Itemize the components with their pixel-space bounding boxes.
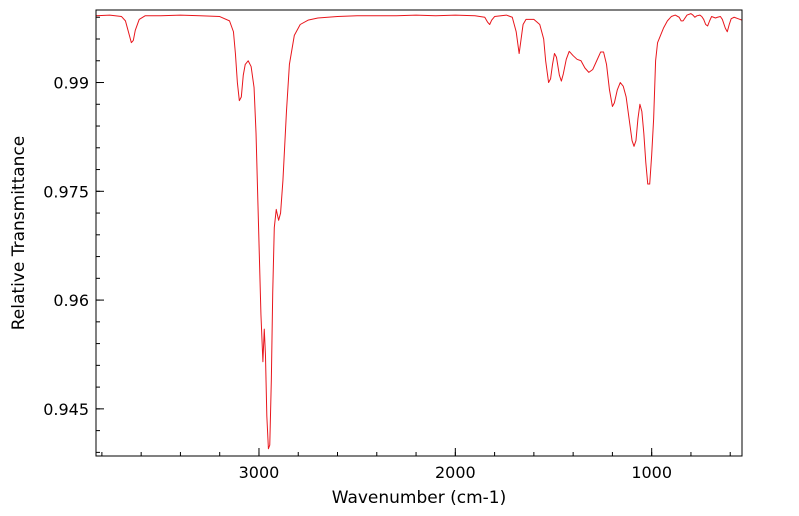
tick-labels: 3000 2000 1000 0.99 0.975 0.96 0.945 [43, 74, 672, 482]
y-tick-label: 0.975 [43, 182, 89, 201]
plot-frame [95, 9, 743, 457]
plot-area [96, 10, 742, 456]
y-tick-label: 0.96 [53, 291, 89, 310]
y-tick-label: 0.945 [43, 400, 89, 419]
axis-ticks [96, 16, 731, 456]
y-tick-label: 0.99 [53, 74, 89, 93]
x-tick-label: 1000 [631, 463, 672, 482]
x-tick-label: 3000 [239, 463, 280, 482]
x-axis-label: Wavenumber (cm-1) [332, 488, 507, 508]
spectrum-line [96, 13, 742, 450]
y-axis-label: Relative Transmittance [9, 136, 29, 331]
x-tick-label: 2000 [435, 463, 476, 482]
